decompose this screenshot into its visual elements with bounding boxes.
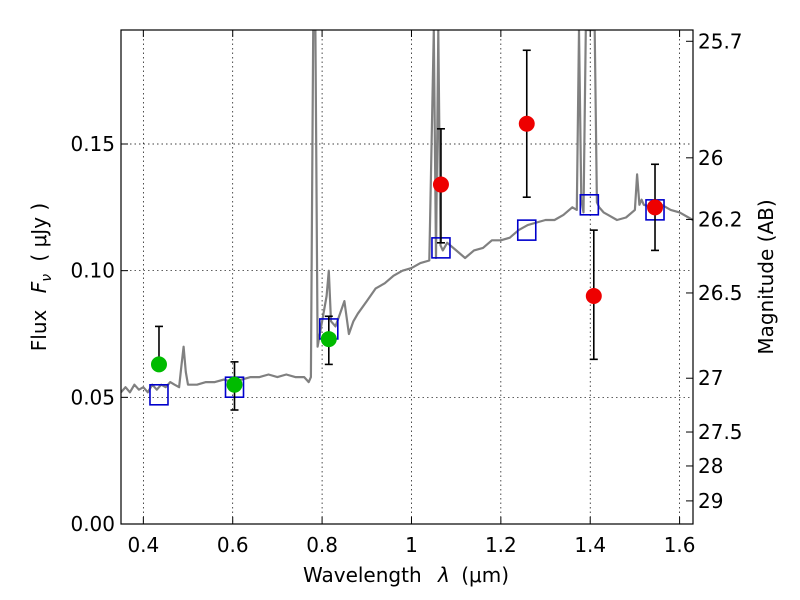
y-tick-label: 0.00 (70, 512, 115, 536)
y2-tick-label: 29 (698, 489, 723, 513)
x-tick-label: 1 (405, 533, 418, 557)
x-axis-title: Wavelength λ (μm) (303, 563, 509, 587)
y-tick-label: 0.05 (70, 385, 115, 409)
y2-tick-label: 27 (698, 366, 723, 390)
data-point (226, 376, 243, 393)
x-tick-label: 1.6 (664, 533, 696, 557)
data-point (647, 199, 664, 216)
y-axis-title: Flux Fν ( μJy ) (27, 203, 56, 351)
x-tick-label: 0.4 (127, 533, 159, 557)
grid-lines (121, 30, 693, 525)
plot-area (121, 30, 693, 411)
y2-tick-label: 26.2 (698, 207, 743, 231)
data-point (585, 288, 602, 304)
y2-tick-label: 25.7 (698, 29, 743, 53)
y2-tick-label: 26.5 (698, 281, 743, 305)
y2-tick-label: 26 (698, 146, 723, 170)
y-tick-label: 0.10 (70, 259, 115, 283)
plot-frame (120, 29, 694, 525)
x-tick-label: 1.2 (485, 533, 517, 557)
model-square-marker (149, 383, 169, 406)
data-point (320, 331, 337, 348)
y2-tick-label: 27.5 (698, 420, 743, 444)
axis-ticks: 0.4 0.6 0.8 1 1.2 1.4 1.6 0.00 0.05 0.10 0.15 25.7 2… (70, 29, 742, 557)
model-square-marker (579, 194, 600, 216)
y-tick-label: 0.15 (70, 132, 115, 156)
y2-tick-label: 28 (698, 454, 723, 478)
x-tick-label: 0.6 (217, 533, 249, 557)
data-point (150, 356, 167, 373)
model-square-marker (516, 219, 537, 241)
x-tick-label: 0.8 (306, 533, 338, 557)
spectrum-line (121, 30, 693, 394)
data-point (518, 115, 535, 132)
x-tick-label: 1.4 (574, 533, 606, 557)
data-point (432, 176, 449, 193)
y2-axis-title: Magnitude (AB) (754, 199, 778, 354)
